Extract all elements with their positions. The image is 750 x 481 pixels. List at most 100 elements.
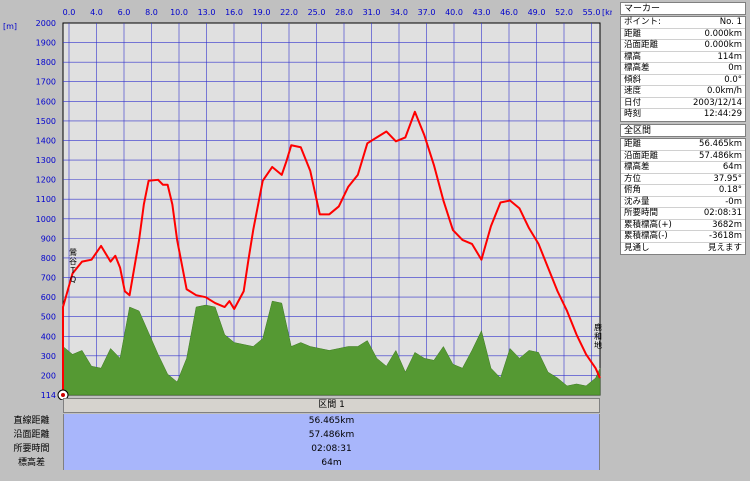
summary-label: 所要時間 xyxy=(13,444,50,454)
section-label: 所要時間 xyxy=(624,208,659,218)
x-tick-label: 34.0 xyxy=(390,8,408,17)
y-tick-label: 600 xyxy=(41,293,56,302)
section-row: 累積標高(-) -3618m xyxy=(621,231,745,243)
marker-panel: ポイント: No. 1 距離 0.000km 沿面距離 0.000km 標高 114m 標高差 0… xyxy=(620,16,746,122)
section-value: 56.465km xyxy=(699,139,742,149)
y-unit-label: [m] xyxy=(3,22,17,31)
section-panel-title: 全区間 xyxy=(620,124,746,137)
x-tick-label: 6.0 xyxy=(118,8,131,17)
y-tick-label: 1600 xyxy=(36,97,56,106)
marker-row: 傾斜 0.0° xyxy=(621,74,745,86)
summary-label: 沿面距離 xyxy=(13,430,50,440)
annotation-label: T xyxy=(70,266,76,275)
summary-value: 57.486km xyxy=(63,428,600,442)
annotation-label: 鶯 xyxy=(69,247,77,257)
marker-value: No. 1 xyxy=(719,17,742,27)
section-value: 37.95° xyxy=(713,173,742,184)
marker-label: 日付 xyxy=(624,97,642,108)
y-tick-label: 1800 xyxy=(36,58,56,67)
section-label: 方位 xyxy=(624,173,642,184)
x-tick-label: 16.0 xyxy=(225,8,243,17)
marker-row: 時刻 12:44:29 xyxy=(621,109,745,121)
section-summary-table: 直線距離 56.465km 沿面距離 57.486km 所要時間 02:08:31 標高差 6… xyxy=(0,414,600,470)
section-value: 02:08:31 xyxy=(703,208,742,218)
annotation-label: 地 xyxy=(594,340,602,350)
section-value: 3682m xyxy=(712,219,742,230)
marker-label: 距離 xyxy=(624,28,642,39)
y-tick-label: 300 xyxy=(41,352,56,361)
summary-row: 直線距離 56.465km xyxy=(0,414,600,428)
section-row: 俯角 0.18° xyxy=(621,185,745,197)
section-row: 標高差 64m xyxy=(621,162,745,174)
marker-label: 標高差 xyxy=(624,63,650,73)
x-unit-label: [km] xyxy=(602,8,612,17)
elevation-line-path xyxy=(62,110,601,395)
marker-label: 沿面距離 xyxy=(624,40,659,50)
annotation-label: 谷 xyxy=(69,257,77,266)
marker-label: 傾斜 xyxy=(624,74,642,85)
y-tick-label: 1400 xyxy=(36,136,56,145)
terrain-fill xyxy=(62,300,601,396)
y-tick-label: 1700 xyxy=(36,78,56,87)
section-label: 見通し xyxy=(624,242,650,253)
marker-value: 0.000km xyxy=(704,40,742,50)
x-tick-label: 49.0 xyxy=(528,8,546,17)
y-tick-label: 1900 xyxy=(36,39,56,48)
x-tick-label: 31.0 xyxy=(363,8,381,17)
section-label: 距離 xyxy=(624,139,642,149)
x-tick-label: 55.0 xyxy=(583,8,601,17)
marker-label: 時刻 xyxy=(624,109,642,119)
plot-area xyxy=(62,22,601,396)
marker-row: 標高差 0m xyxy=(621,63,745,75)
x-tick-label: 0.0 xyxy=(63,8,76,17)
annotation-label: 和 xyxy=(594,332,602,341)
marker-panel-title: マーカー xyxy=(620,2,746,15)
start-marker-icon[interactable] xyxy=(57,389,69,400)
marker-row: 標高 114m xyxy=(621,51,745,63)
y-tick-label: 700 xyxy=(41,274,56,283)
summary-row: 沿面距離 57.486km xyxy=(0,428,600,442)
marker-value: 114m xyxy=(717,51,742,62)
section-label: 沈み量 xyxy=(624,196,650,207)
section-value: 見えます xyxy=(707,242,742,253)
section-row: 見通し 見えます xyxy=(621,243,745,255)
summary-label: 直線距離 xyxy=(13,416,50,426)
marker-label: ポイント: xyxy=(624,17,661,27)
marker-value: 2003/12/14 xyxy=(693,97,742,108)
elevation-line xyxy=(62,110,601,395)
x-tick-label: 19.0 xyxy=(253,8,271,17)
elevation-chart: 0.0 4.0 6.0 8.0 10.0 13.0 16.0 19.0 22.0 25.0 28.0… xyxy=(3,8,612,400)
y-tick-label: 200 xyxy=(41,371,56,380)
marker-label: 標高 xyxy=(624,51,642,62)
x-tick-label: 4.0 xyxy=(90,8,103,17)
x-tick-label: 52.0 xyxy=(555,8,573,17)
x-tick-label: 13.0 xyxy=(198,8,216,17)
y-tick-label: 900 xyxy=(41,234,56,243)
section-value: -0m xyxy=(725,196,742,207)
y-tick-label: 1000 xyxy=(36,215,56,224)
section-tab[interactable]: 区間 1 xyxy=(63,398,600,413)
marker-row: 距離 0.000km xyxy=(621,28,745,40)
x-tick-label: 43.0 xyxy=(473,8,491,17)
x-axis: 0.0 4.0 6.0 8.0 10.0 13.0 16.0 19.0 22.0 25.0 28.0… xyxy=(63,8,601,17)
section-value: 57.486km xyxy=(699,150,742,161)
x-tick-label: 40.0 xyxy=(445,8,463,17)
y-tick-label: 114 xyxy=(41,391,56,400)
marker-row: 日付 2003/12/14 xyxy=(621,97,745,109)
section-label: 沿面距離 xyxy=(624,150,659,161)
section-value: -3618m xyxy=(709,231,742,241)
annotation-label: 鹿 xyxy=(594,322,602,332)
marker-value: 0m xyxy=(728,63,742,73)
section-value: 0.18° xyxy=(718,185,742,195)
terrain-area xyxy=(62,300,601,396)
section-label: 累積標高(+) xyxy=(624,219,672,230)
y-tick-label: 1500 xyxy=(36,117,56,126)
section-value: 64m xyxy=(722,162,742,172)
y-tick-label: 1100 xyxy=(36,195,56,204)
summary-value: 56.465km xyxy=(63,414,600,428)
marker-value: 12:44:29 xyxy=(703,109,742,119)
marker-value: 0.0km/h xyxy=(707,86,742,96)
x-tick-label: 8.0 xyxy=(145,8,158,17)
section-panel: 距離 56.465km 沿面距離 57.486km 標高差 64m 方位 37.95° 俯角 0.… xyxy=(620,138,746,255)
